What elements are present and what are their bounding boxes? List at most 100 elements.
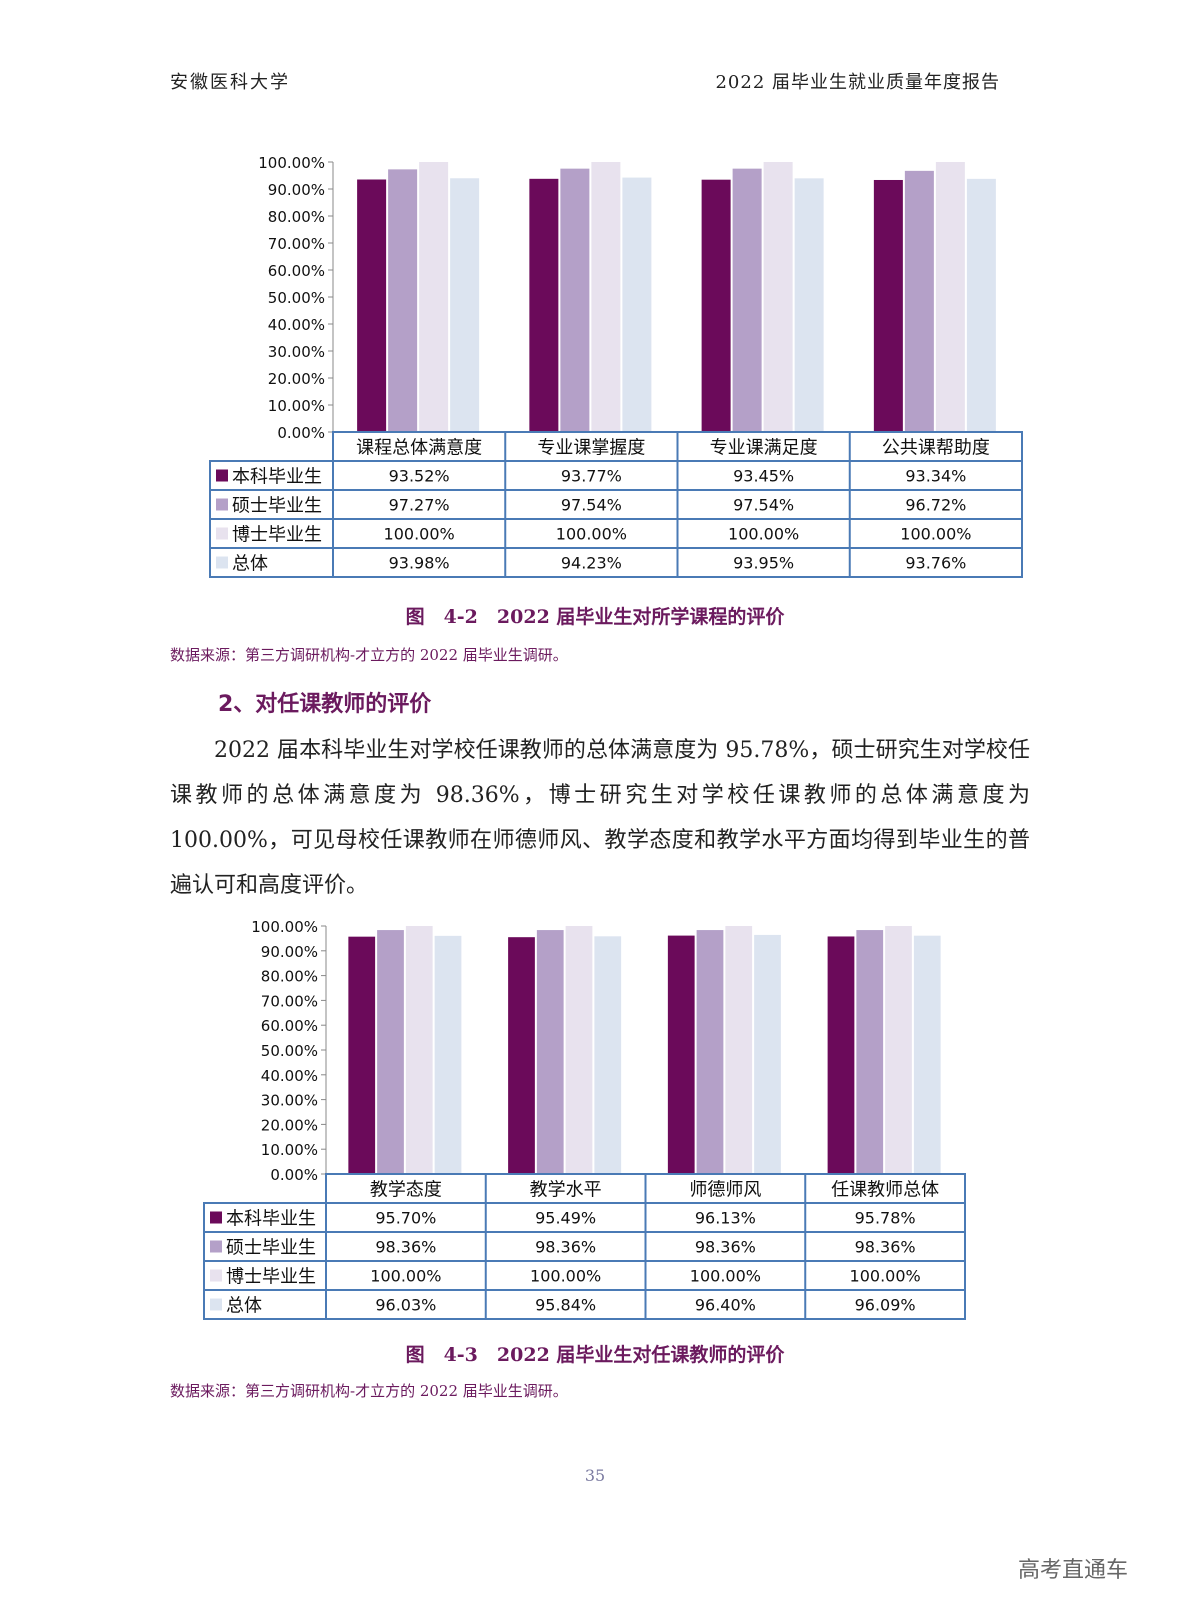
legend-swatch	[216, 469, 228, 482]
table-value: 100.00%	[850, 1267, 921, 1286]
legend-series-name: 总体	[232, 554, 268, 575]
legend-series-name: 博士毕业生	[226, 1267, 316, 1288]
data-source-note-4-2: 数据来源：第三方调研机构-才立方的 2022 届毕业生调研。	[170, 646, 568, 664]
bar	[529, 178, 559, 432]
table-value: 100.00%	[556, 525, 627, 544]
table-value: 93.77%	[561, 467, 622, 486]
y-tick-label: 50.00%	[261, 1042, 318, 1060]
y-tick-label: 0.00%	[270, 1166, 318, 1184]
y-tick-label: 70.00%	[261, 992, 318, 1010]
legend-swatch	[210, 1269, 222, 1282]
bar	[913, 935, 941, 1174]
bar	[873, 179, 903, 432]
bar	[591, 162, 621, 432]
bar	[966, 178, 996, 432]
bar	[725, 926, 753, 1174]
bar	[732, 168, 762, 432]
y-tick-label: 90.00%	[261, 943, 318, 961]
legend-swatch	[210, 1240, 222, 1253]
category-label: 任课教师总体	[831, 1180, 939, 1201]
bar	[701, 179, 731, 432]
y-tick-label: 30.00%	[261, 1092, 318, 1110]
bar	[434, 935, 462, 1174]
y-tick-label: 0.00%	[277, 424, 325, 442]
bar	[763, 162, 793, 432]
y-tick-label: 40.00%	[268, 316, 325, 334]
table-value: 100.00%	[728, 525, 799, 544]
data-source-note-4-3: 数据来源：第三方调研机构-才立方的 2022 届毕业生调研。	[170, 1382, 568, 1400]
y-tick-label: 10.00%	[268, 397, 325, 415]
y-tick-label: 10.00%	[261, 1141, 318, 1159]
table-value: 93.45%	[733, 467, 794, 486]
table-value: 95.49%	[535, 1209, 596, 1228]
bar	[904, 170, 934, 432]
table-value: 98.36%	[855, 1238, 916, 1257]
y-tick-label: 60.00%	[268, 262, 325, 280]
legend-swatch	[210, 1211, 222, 1224]
table-value: 100.00%	[370, 1267, 441, 1286]
figure-caption-4-2: 图 4-2 2022 届毕业生对所学课程的评价	[405, 606, 785, 628]
category-label: 公共课帮助度	[882, 438, 990, 459]
y-tick-label: 90.00%	[268, 181, 325, 199]
category-label: 教学水平	[530, 1180, 602, 1201]
bar	[667, 935, 695, 1174]
table-value: 93.52%	[389, 467, 450, 486]
header-left-title: 安徽医科大学	[170, 72, 290, 93]
watermark-text: 高考直通车	[1017, 1558, 1128, 1583]
bar	[377, 930, 404, 1174]
bar	[450, 178, 480, 432]
table-value: 98.36%	[535, 1238, 596, 1257]
bar	[405, 926, 433, 1174]
table-value: 100.00%	[900, 525, 971, 544]
category-label: 专业课掌握度	[537, 438, 645, 459]
bar	[935, 162, 965, 432]
legend-series-name: 总体	[226, 1296, 262, 1317]
table-value: 100.00%	[530, 1267, 601, 1286]
table-value: 93.76%	[905, 554, 966, 573]
y-tick-label: 80.00%	[268, 208, 325, 226]
legend-series-name: 本科毕业生	[226, 1209, 316, 1230]
table-value: 93.95%	[733, 554, 794, 573]
bar	[827, 936, 855, 1174]
legend-swatch	[216, 556, 228, 569]
bar	[856, 930, 884, 1174]
y-tick-label: 100.00%	[258, 154, 325, 172]
bar	[388, 169, 418, 432]
legend-swatch	[216, 498, 228, 511]
table-value: 97.27%	[389, 496, 450, 515]
table-value: 94.23%	[561, 554, 622, 573]
table-value: 100.00%	[690, 1267, 761, 1286]
page-number: 35	[584, 1466, 606, 1485]
y-tick-label: 70.00%	[268, 235, 325, 253]
legend-series-name: 硕士毕业生	[226, 1238, 316, 1259]
chart-teacher-evaluation: 0.00% 10.00% 20.00% 30.00% 40.00% 50.00% 60.00…	[203, 920, 966, 1320]
table-value: 97.54%	[561, 496, 622, 515]
y-tick-label: 100.00%	[251, 920, 318, 936]
chart-course-evaluation: 0.00% 10.00% 20.00% 30.00% 40.00% 50.00% 60.00…	[209, 154, 1023, 578]
section-heading: 2、对任课教师的评价	[218, 692, 432, 717]
bar	[348, 936, 376, 1174]
table-value: 98.36%	[375, 1238, 436, 1257]
category-label: 教学态度	[370, 1180, 442, 1201]
table-value: 96.03%	[375, 1296, 436, 1315]
bar	[565, 926, 593, 1174]
y-tick-label: 40.00%	[261, 1067, 318, 1085]
bar	[794, 178, 824, 432]
figure-caption-4-3: 图 4-3 2022 届毕业生对任课教师的评价	[405, 1344, 785, 1366]
y-tick-label: 50.00%	[268, 289, 325, 307]
legend-swatch	[216, 527, 228, 540]
table-value: 95.70%	[375, 1209, 436, 1228]
bar	[357, 179, 387, 432]
category-label: 专业课满足度	[710, 438, 818, 459]
legend-swatch	[210, 1298, 222, 1311]
legend-series-name: 本科毕业生	[232, 467, 322, 488]
bar	[622, 177, 652, 432]
table-value: 96.40%	[695, 1296, 756, 1315]
bar	[885, 926, 912, 1174]
y-tick-label: 30.00%	[268, 343, 325, 361]
table-value: 97.54%	[733, 496, 794, 515]
body-paragraph: 2022 届本科毕业生对学校任课教师的总体满意度为 95.78%，硕士研究生对学…	[170, 738, 1030, 898]
legend-series-name: 硕士毕业生	[232, 496, 322, 517]
bar	[536, 930, 564, 1174]
bar	[696, 930, 724, 1174]
